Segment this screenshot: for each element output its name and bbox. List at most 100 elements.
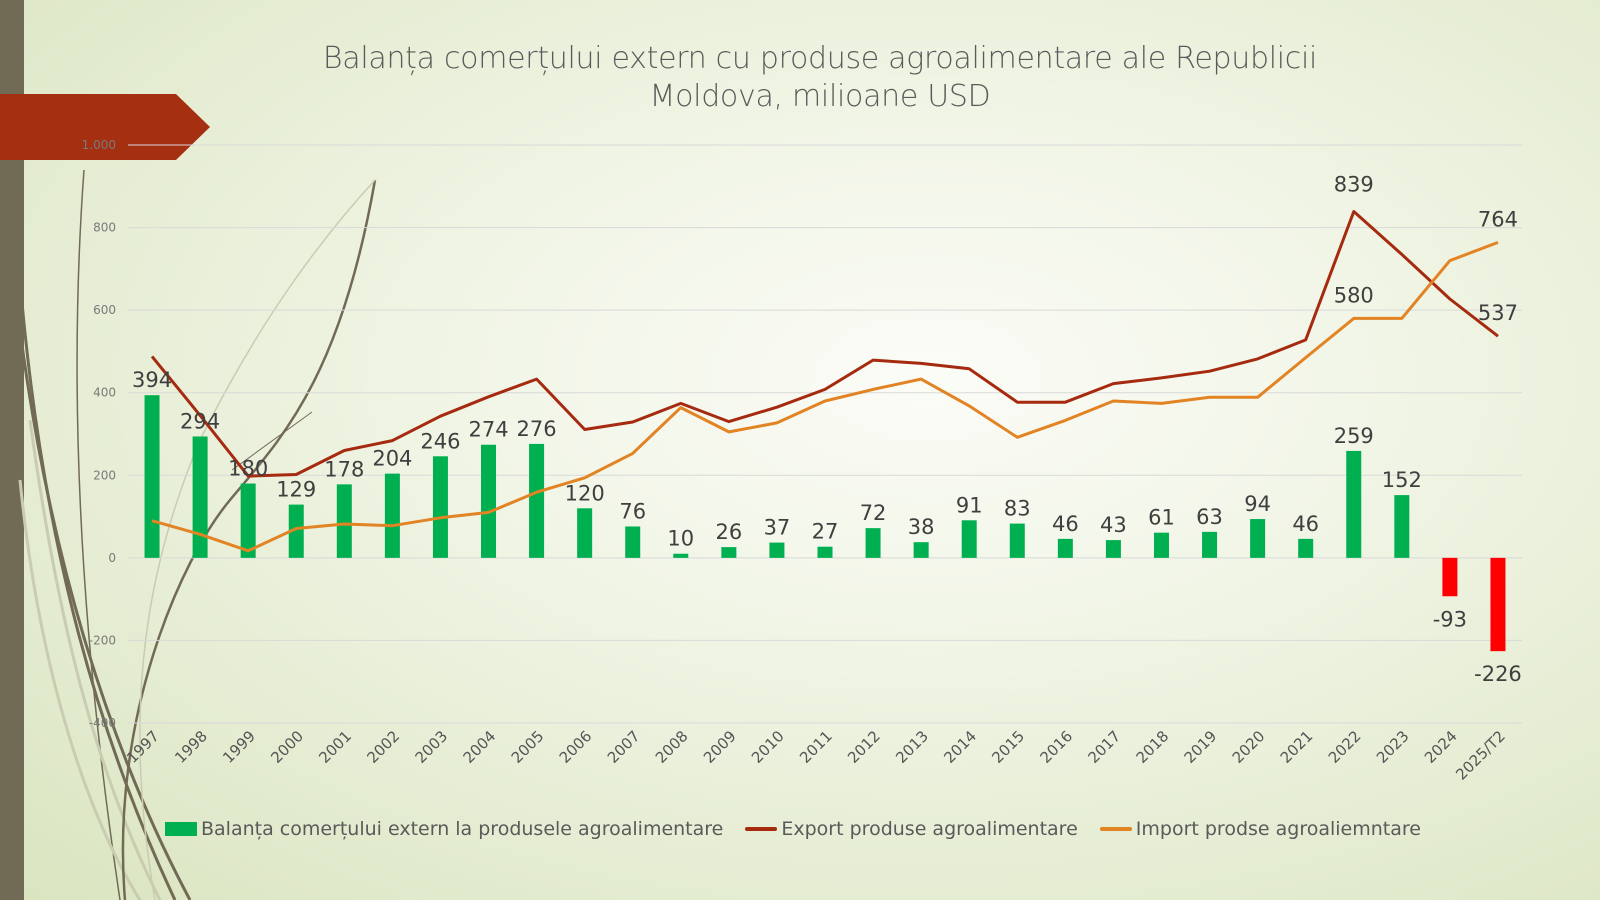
title-line-1: Balanța comerțului extern cu produse agr… <box>322 41 1318 76</box>
x-tick-label: 2005 <box>508 727 548 767</box>
legend-label-import: Import prodse agroaliemntare <box>1135 818 1421 840</box>
y-tick-label: -200 <box>89 633 116 647</box>
data-label-balance: 246 <box>420 429 460 453</box>
decor-curve <box>121 179 377 900</box>
bar-balance <box>288 504 304 558</box>
x-tick-label: 2014 <box>940 727 980 767</box>
legend: Balanța comerțului extern la produsele a… <box>165 818 1421 840</box>
bar-balance <box>192 436 208 558</box>
x-tick-label: 2015 <box>988 727 1028 767</box>
decor-curve <box>28 419 162 900</box>
bar-balance <box>961 520 977 558</box>
data-label-balance: 294 <box>180 409 220 433</box>
legend-item-import[interactable]: Import prodse agroaliemntare <box>1099 818 1421 840</box>
x-tick-label: 2008 <box>652 727 692 767</box>
y-axis: -400 -200 0 200 400 600 800 1.000 <box>82 138 116 730</box>
y-tick-label: 800 <box>93 221 116 235</box>
bar-balance <box>1298 538 1314 558</box>
banner-shape <box>0 94 210 160</box>
x-tick-label: 2019 <box>1181 727 1221 767</box>
x-tick-label: 2007 <box>604 727 644 767</box>
x-tick-label: 2025/T2 <box>1452 727 1509 784</box>
bar-balance <box>1202 531 1218 558</box>
data-label-balance: 63 <box>1196 505 1223 529</box>
decor-curve <box>231 411 313 471</box>
data-label-balance: -93 <box>1433 607 1467 631</box>
x-tick-label: 1998 <box>171 727 211 767</box>
data-label-balance: 120 <box>565 481 605 505</box>
legend-swatch-import <box>1099 827 1132 831</box>
data-label-balance: 204 <box>372 447 412 471</box>
series-lines <box>150 210 1499 553</box>
balance-bars <box>144 395 1506 652</box>
bar-balance <box>144 395 160 558</box>
bar-balance <box>1057 538 1073 558</box>
bar-balance <box>865 528 881 558</box>
data-label-import: 580 <box>1334 283 1374 307</box>
x-tick-label: 2016 <box>1036 727 1076 767</box>
x-tick-label: 2012 <box>844 727 884 767</box>
bar-balance <box>769 542 785 558</box>
x-tick-label: 2022 <box>1325 727 1365 767</box>
data-label-balance: 46 <box>1052 512 1079 536</box>
bar-balance <box>1105 540 1121 558</box>
data-label-balance: 10 <box>667 527 694 551</box>
bar-balance <box>1153 532 1169 558</box>
data-label-balance: 178 <box>324 457 364 481</box>
bar-balance <box>529 443 545 558</box>
legend-swatch-export <box>745 827 778 831</box>
decor-curve <box>76 169 121 900</box>
y-tick-label: -400 <box>89 716 116 730</box>
x-tick-label: 2018 <box>1133 727 1173 767</box>
data-label-balance: 394 <box>132 368 172 392</box>
data-label-balance: -226 <box>1474 662 1522 686</box>
data-label-balance: 76 <box>619 499 646 523</box>
data-label-balance: 72 <box>860 501 887 525</box>
decor-curve <box>18 329 192 900</box>
data-label-balance: 180 <box>228 457 268 481</box>
bar-balance <box>817 546 833 558</box>
x-tick-label: 2010 <box>748 727 788 767</box>
bar-balance <box>336 484 352 558</box>
bar-balance <box>432 456 448 558</box>
legend-item-export[interactable]: Export produse agroalimentare <box>745 818 1078 840</box>
data-label-balance: 152 <box>1382 468 1422 492</box>
data-label-balance: 91 <box>956 493 983 517</box>
y-tick-label: 600 <box>93 303 116 317</box>
legend-item-balance[interactable]: Balanța comerțului extern la produsele a… <box>165 818 723 840</box>
data-label-export: 839 <box>1334 172 1374 196</box>
data-label-balance: 259 <box>1334 424 1374 448</box>
data-label-balance: 276 <box>517 417 557 441</box>
bar-balance <box>240 483 256 558</box>
bar-balance <box>913 542 929 558</box>
data-label-balance: 38 <box>908 515 935 539</box>
x-tick-label: 2001 <box>315 727 355 767</box>
bar-balance <box>1250 519 1266 558</box>
title-line-2: Moldova, milioane USD <box>649 79 991 114</box>
x-tick-label: 2009 <box>700 727 740 767</box>
data-label-export: 537 <box>1478 301 1518 325</box>
y-tick-label: 200 <box>93 468 116 482</box>
data-labels: 394 294 180 129 178 204 246 274 276 120 76 10 26 37 27… <box>132 172 1522 686</box>
data-label-balance: 61 <box>1148 506 1175 530</box>
bar-balance <box>721 547 737 558</box>
line-export <box>150 210 1499 478</box>
x-tick-label: 2024 <box>1421 727 1461 767</box>
legend-label-balance: Balanța comerțului extern la produsele a… <box>201 818 724 840</box>
data-label-balance: 83 <box>1004 497 1031 521</box>
x-tick-label: 2000 <box>267 727 307 767</box>
x-tick-label: 2013 <box>892 727 932 767</box>
bar-balance <box>1009 523 1025 558</box>
data-label-balance: 274 <box>468 418 508 442</box>
bar-balance <box>673 553 689 558</box>
bar-balance <box>481 444 497 558</box>
bar-balance <box>1442 557 1458 597</box>
data-label-import: 764 <box>1478 207 1518 231</box>
x-tick-label: 2002 <box>363 727 403 767</box>
data-label-balance: 94 <box>1244 492 1271 516</box>
bar-balance <box>1346 450 1362 558</box>
bar-balance <box>1490 557 1506 652</box>
x-tick-label: 2006 <box>556 727 596 767</box>
bar-balance <box>577 508 593 558</box>
